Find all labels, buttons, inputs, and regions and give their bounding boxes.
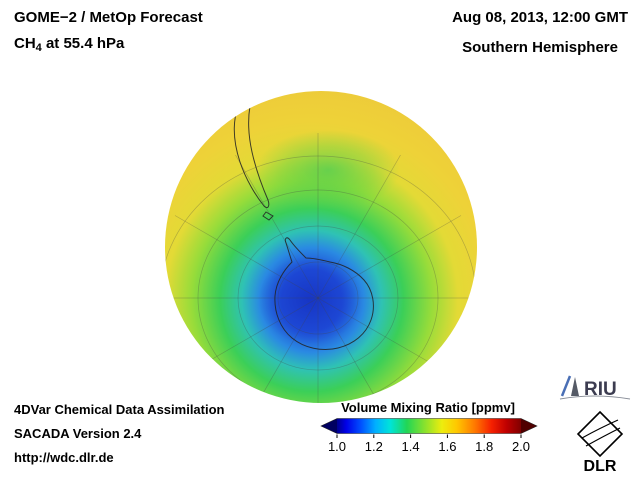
latitude-circle [197, 189, 439, 403]
hemisphere-label: Southern Hemisphere [462, 39, 618, 56]
pressure-level: at 55.4 hPa [41, 35, 125, 52]
colorbar-tick-label: 1.2 [365, 439, 383, 454]
version-label: SACADA Version 2.4 [14, 426, 142, 441]
datetime-label: Aug 08, 2013, 12:00 GMT [452, 9, 628, 26]
riu-spire-icon [560, 375, 572, 397]
colorbar-tick-label: 2.0 [512, 439, 530, 454]
colorbar: Volume Mixing Ratio [ppmv] 1.0 1.2 1.4 1… [317, 400, 539, 461]
meridian-line [174, 215, 462, 381]
colorbar-gradient-bar [337, 418, 521, 434]
colorbar-right-arrow [521, 418, 537, 434]
antarctica-outline [274, 237, 374, 351]
colorbar-left-arrow [321, 418, 337, 434]
ch4-minimum-core [258, 256, 362, 344]
colorbar-outline [320, 418, 538, 434]
colorbar-title: Volume Mixing Ratio [ppmv] [341, 400, 515, 415]
product-title: GOME−2 / MetOp Forecast [14, 9, 203, 26]
meridian-line [235, 154, 401, 403]
dlr-diamond-icon [576, 410, 624, 458]
dlr-logo: DLR [570, 408, 630, 479]
footer-credits: 4DVar Chemical Data Assimilation SACADA … [14, 398, 225, 470]
latitude-circle [277, 261, 359, 335]
latitude-circle [237, 225, 399, 371]
header-left: GOME−2 / MetOp Forecast CH4 at 55.4 hPa [14, 10, 203, 56]
dlr-swoosh-icon [581, 419, 619, 439]
meridian-line [174, 215, 462, 381]
colorbar-tick-label: 1.0 [328, 439, 346, 454]
colorbar-tick-labels: 1.0 1.2 1.4 1.6 1.8 2.0 [328, 439, 530, 454]
dlr-logo-text: DLR [584, 458, 617, 474]
riu-skyline-icon [559, 395, 631, 400]
assimilation-label: 4DVar Chemical Data Assimilation [14, 402, 225, 417]
green-patch-region [256, 130, 400, 210]
riu-logo-svg: RIU [559, 375, 631, 400]
riu-logo-text: RIU [584, 379, 617, 400]
riu-logo: RIU [556, 372, 632, 407]
colorbar-tick-label: 1.6 [438, 439, 456, 454]
species-subscript: 4 [35, 42, 42, 54]
tierra-del-fuego-outline [262, 211, 274, 221]
riu-tower-icon [571, 377, 579, 396]
colorbar-tick-label: 1.4 [402, 439, 420, 454]
website-url: http://wdc.dlr.de [14, 450, 114, 465]
dlr-swoosh-icon [585, 427, 621, 447]
species-level-title: CH4 at 55.4 hPa [14, 36, 203, 56]
species-symbol: CH [14, 35, 36, 52]
colorbar-tick-marks [336, 434, 522, 438]
dlr-logo-svg: DLR [576, 410, 624, 475]
header-right: Aug 08, 2013, 12:00 GMT Southern Hemisph… [452, 10, 628, 56]
colorbar-svg: 1.0 1.2 1.4 1.6 1.8 2.0 [320, 418, 538, 454]
colorbar-tick-label: 1.8 [475, 439, 493, 454]
